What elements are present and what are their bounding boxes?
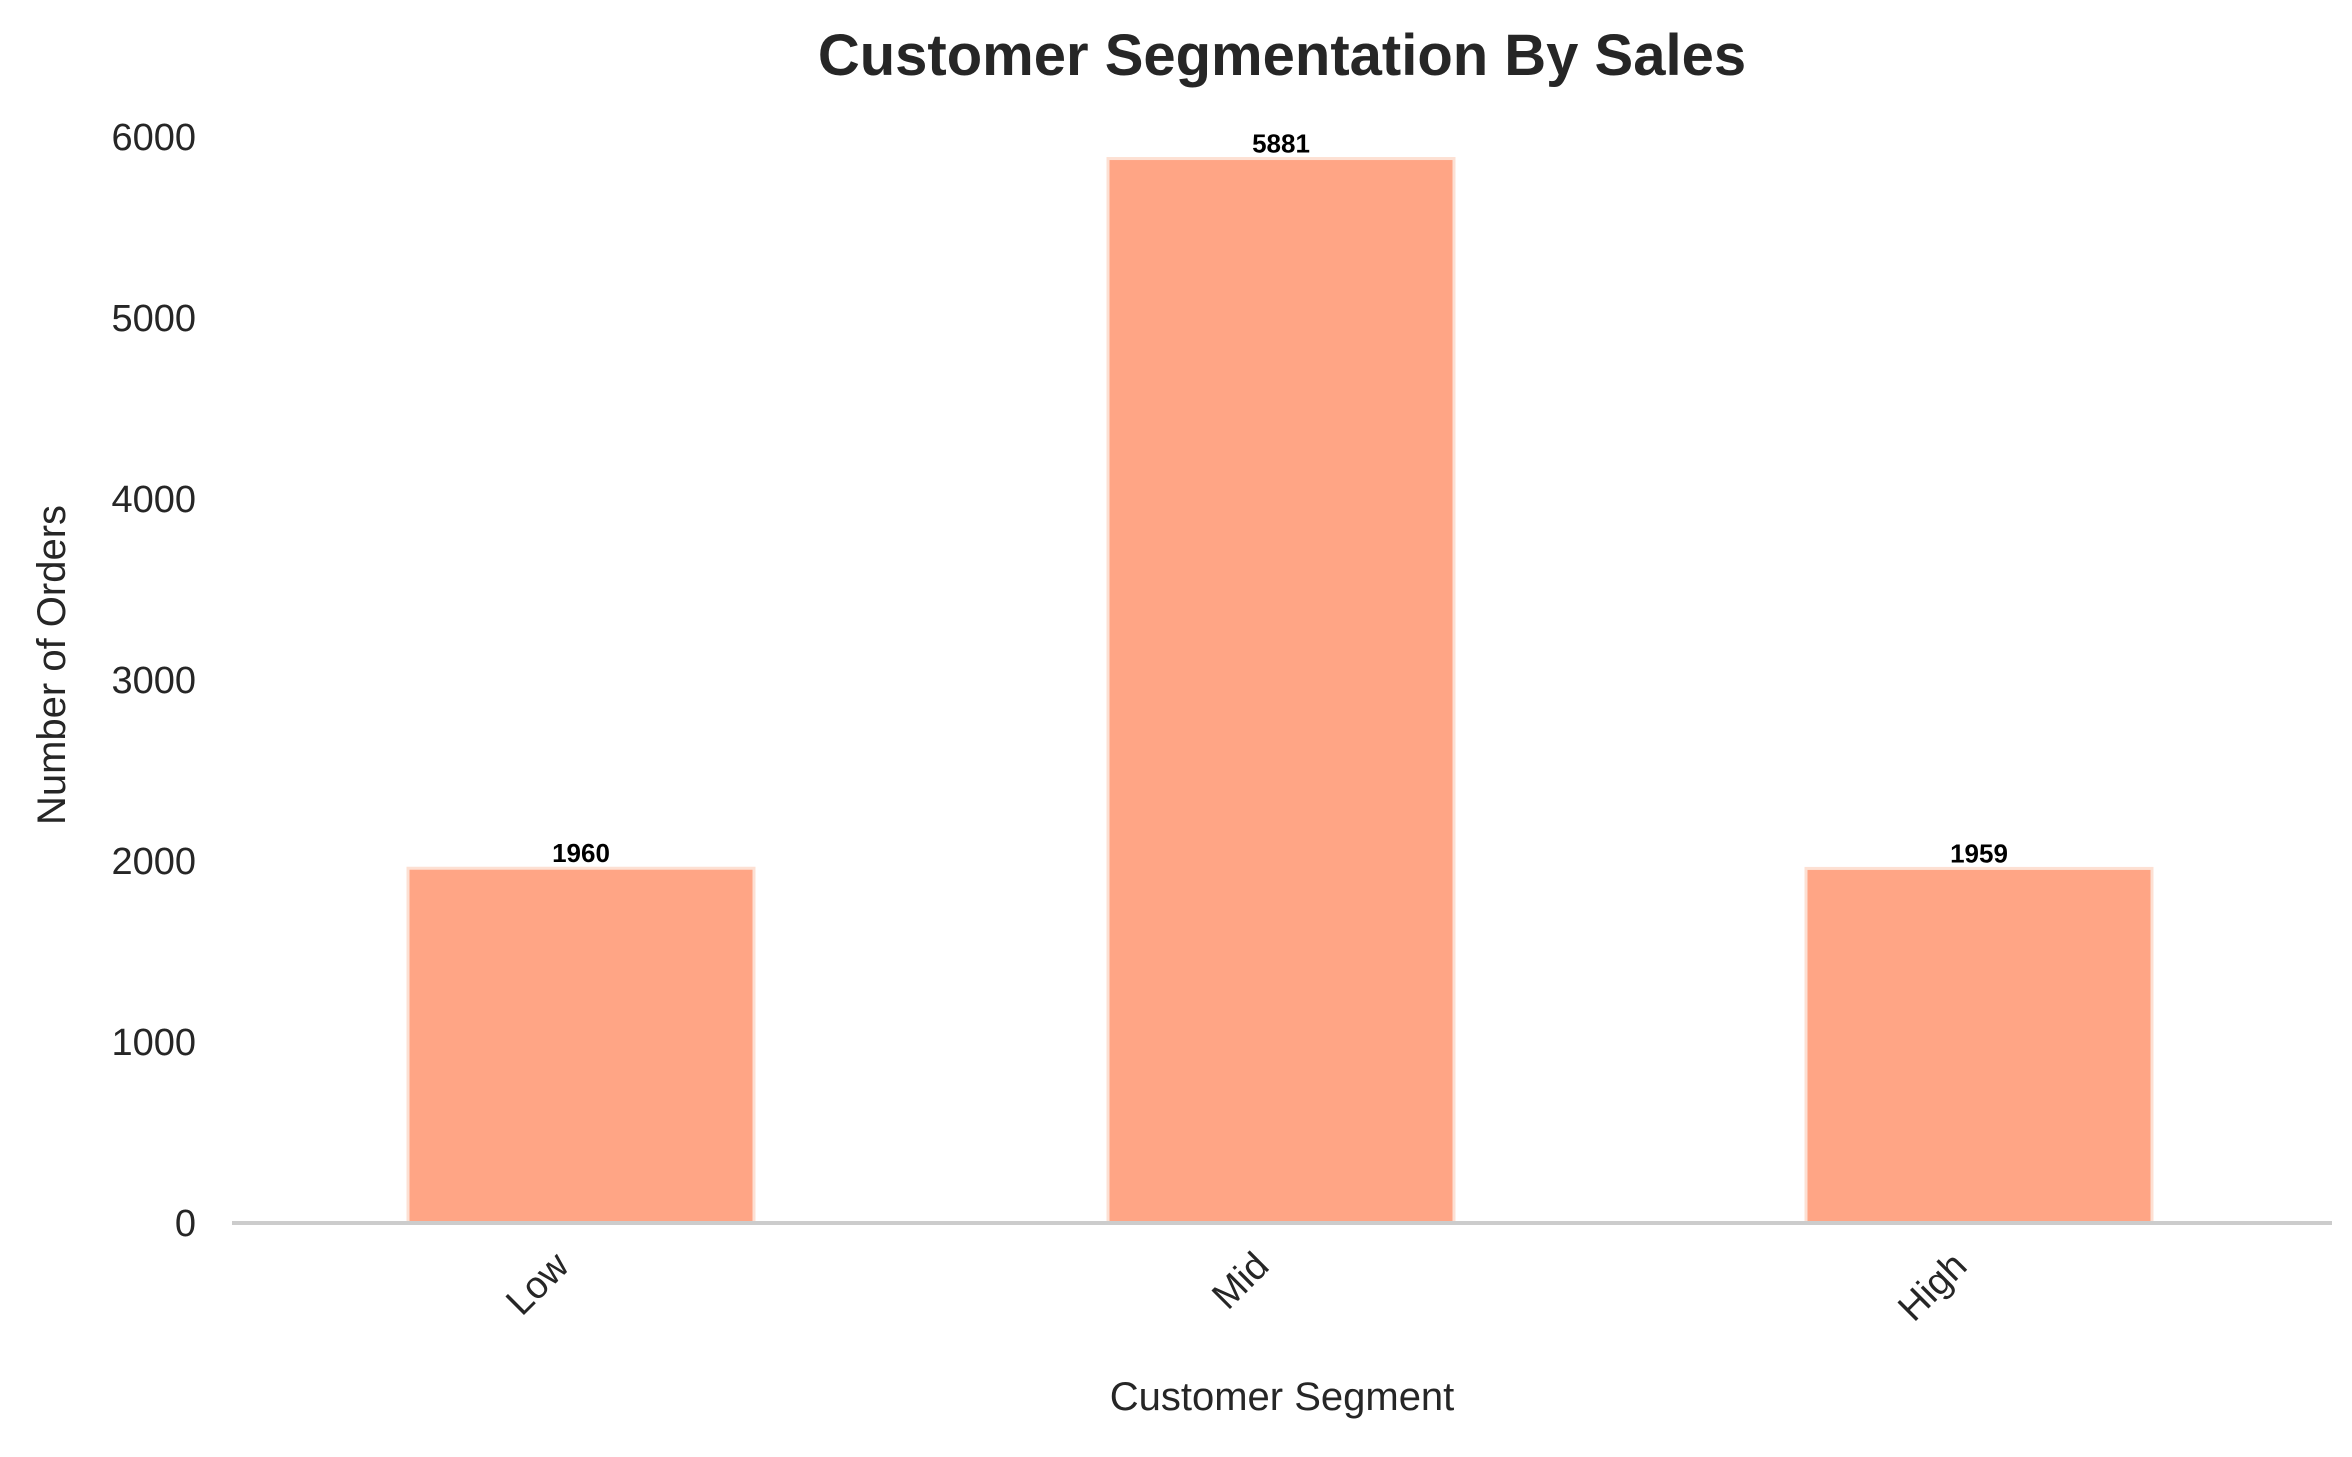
y-tick-label: 4000 <box>111 479 196 521</box>
bars-group <box>406 157 2154 1225</box>
y-axis-label: Number of Orders <box>30 505 74 825</box>
y-tick-label: 6000 <box>111 117 196 159</box>
chart-title: Customer Segmentation By Sales <box>818 23 1746 88</box>
y-tick-label: 0 <box>175 1203 196 1245</box>
x-tick-label: Mid <box>1204 1245 1277 1318</box>
bar-data-label: 5881 <box>1252 129 1310 159</box>
x-axis-label: Customer Segment <box>1110 1375 1455 1419</box>
bar-data-label: 1960 <box>552 838 610 868</box>
x-tick-label: Low <box>498 1244 577 1323</box>
bar-mid <box>1106 157 1456 1225</box>
bar-data-label: 1959 <box>1950 838 2008 868</box>
bar-data-labels: 1960 5881 1959 <box>552 129 2008 869</box>
y-tick-label: 5000 <box>111 298 196 340</box>
y-axis-ticks: 0 1000 2000 3000 4000 5000 6000 <box>111 117 196 1245</box>
y-tick-label: 1000 <box>111 1022 196 1064</box>
x-axis-ticks: Low Mid High <box>498 1244 1975 1329</box>
bar-high <box>1804 866 2154 1225</box>
y-tick-label: 3000 <box>111 660 196 702</box>
y-tick-label: 2000 <box>111 841 196 883</box>
x-tick-label: High <box>1890 1245 1975 1330</box>
bar-low <box>406 866 756 1225</box>
